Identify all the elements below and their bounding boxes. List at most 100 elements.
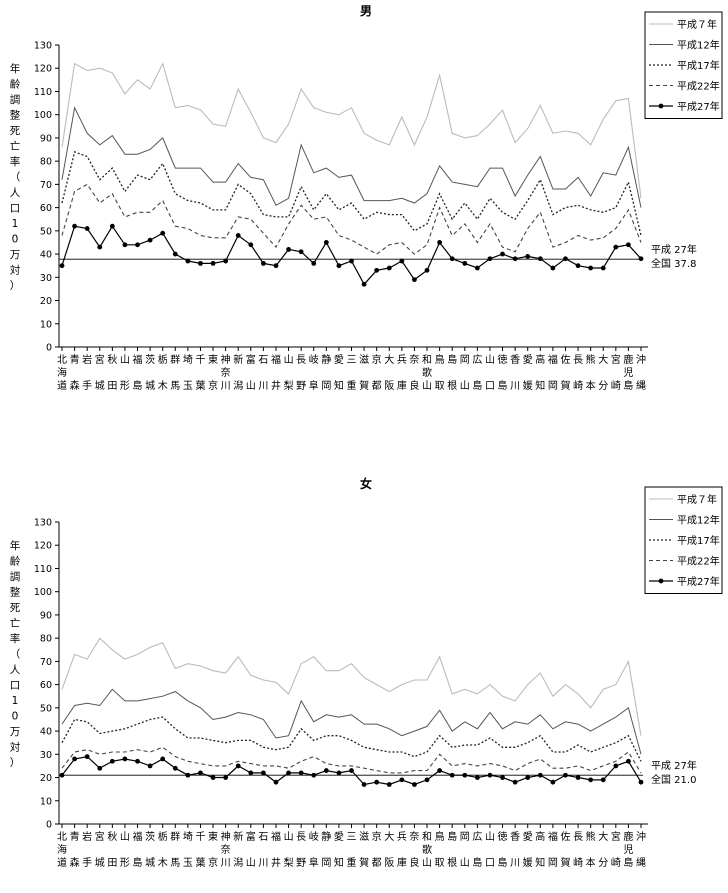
legend-label: 平成22年	[677, 555, 720, 568]
data-point	[412, 277, 417, 283]
x-tick-label: 山口	[485, 831, 495, 869]
x-tick-label: 長崎	[573, 354, 583, 392]
data-point	[613, 244, 619, 250]
y-tick-label: 20	[40, 773, 52, 784]
y-axis-label: 年齢調整死亡率（人口 1 0 万対）	[10, 62, 21, 292]
x-tick-label: 奈良	[409, 830, 419, 869]
chart-title: 女	[360, 476, 372, 491]
y-tick-label: 70	[40, 180, 52, 191]
x-tick-label: 大阪	[384, 830, 394, 869]
data-point	[563, 256, 568, 262]
x-tick-label: 青森	[70, 830, 80, 869]
data-point	[185, 258, 191, 264]
data-point	[626, 242, 631, 248]
data-point	[311, 260, 317, 266]
x-tick-label: 香川	[510, 354, 520, 392]
data-point	[474, 775, 480, 780]
x-tick-label: 東京	[208, 353, 218, 392]
x-tick-label: 富山	[246, 830, 256, 869]
x-tick-label: 鳥取	[435, 830, 445, 869]
x-tick-label: 岩手	[82, 353, 92, 392]
data-point	[588, 265, 594, 271]
x-tick-label: 福岡	[548, 830, 558, 869]
x-tick-label: 滋賀	[359, 353, 369, 392]
y-tick-label: 40	[40, 727, 52, 738]
data-point	[550, 265, 556, 271]
data-point	[273, 263, 279, 269]
data-point	[386, 265, 392, 271]
x-tick-label: 長崎	[573, 831, 583, 869]
data-point	[638, 256, 644, 262]
legend-label: 平成17年	[677, 59, 720, 72]
data-point	[223, 775, 229, 780]
x-tick-label: 香川	[510, 831, 520, 869]
data-point	[147, 237, 153, 243]
chart-title: 男	[360, 4, 372, 18]
data-point	[235, 763, 241, 769]
x-tick-label: 群馬	[170, 353, 180, 392]
x-tick-label: 広島	[472, 830, 482, 869]
y-tick-label: 80	[40, 634, 52, 645]
y-tick-label: 120	[34, 64, 52, 75]
legend-marker	[658, 103, 664, 109]
x-tick-label: 群馬	[170, 830, 180, 869]
data-point	[198, 770, 203, 776]
x-tick-label: 新潟	[233, 830, 243, 869]
x-tick-label: 岐阜	[309, 830, 319, 869]
series-line-h7	[61, 637, 642, 736]
data-point	[487, 256, 493, 262]
series-line-h22	[61, 183, 642, 255]
y-tick-label: 50	[40, 226, 52, 237]
data-point	[72, 756, 77, 762]
series-line-h27	[61, 225, 642, 286]
data-point	[323, 768, 329, 773]
data-point	[575, 775, 581, 780]
y-tick-label: 100	[34, 110, 52, 121]
legend-label: 平成12年	[677, 514, 720, 527]
x-tick-label: 福岡	[548, 353, 558, 392]
x-tick-label: 高知	[535, 353, 545, 392]
y-tick-label: 0	[46, 820, 52, 831]
data-point	[563, 772, 568, 778]
data-point	[437, 240, 443, 245]
data-point	[487, 772, 493, 778]
x-tick-label: 愛媛	[523, 353, 533, 392]
y-tick-label: 30	[40, 273, 52, 284]
reference-label-era: 平成 27年	[651, 759, 697, 772]
data-point	[374, 267, 380, 273]
y-tick-label: 110	[34, 87, 52, 98]
data-point	[185, 772, 191, 778]
x-tick-label: 沖縄	[636, 830, 646, 869]
data-point	[273, 779, 279, 785]
x-tick-label: 兵庫	[397, 830, 407, 869]
data-point	[374, 779, 380, 785]
x-tick-label: 京都	[372, 353, 382, 392]
x-tick-label: 埼玉	[183, 353, 193, 392]
legend-label: 平成27年	[677, 575, 720, 588]
legend-box	[644, 486, 723, 594]
x-tick-label: 高知	[535, 830, 545, 869]
legend-label: 平成12年	[677, 39, 720, 52]
x-tick-label: 愛知	[334, 830, 344, 869]
x-tick-label: 愛媛	[523, 830, 533, 869]
x-tick-label: 三重	[347, 832, 357, 869]
x-tick-label: 島根	[447, 353, 457, 392]
data-point	[160, 230, 166, 236]
legend-label: 平成７年	[677, 493, 717, 506]
reference-label-era: 平成 27年	[651, 243, 697, 256]
x-tick-label: 和歌山	[422, 831, 432, 869]
x-tick-label: 広島	[472, 353, 482, 392]
y-tick-label: 90	[40, 133, 52, 144]
x-tick-label: 秋田	[107, 830, 117, 869]
data-point	[59, 772, 65, 778]
data-point	[399, 258, 405, 264]
data-point	[349, 768, 354, 773]
x-tick-label: 富山	[246, 353, 256, 392]
data-point	[84, 226, 90, 231]
y-tick-label: 70	[40, 657, 52, 668]
x-tick-label: 宮城	[95, 830, 105, 869]
x-tick-label: 茨城	[145, 353, 155, 392]
